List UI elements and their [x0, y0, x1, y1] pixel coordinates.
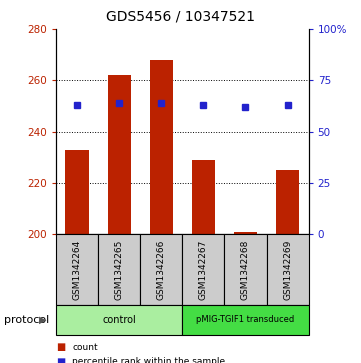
Text: ■: ■ — [56, 342, 65, 352]
Text: count: count — [72, 343, 98, 352]
Text: GSM1342267: GSM1342267 — [199, 239, 208, 300]
Text: GSM1342266: GSM1342266 — [157, 239, 166, 300]
Text: GSM1342268: GSM1342268 — [241, 239, 250, 300]
Text: GSM1342264: GSM1342264 — [73, 240, 82, 299]
Bar — [182, 234, 225, 305]
Bar — [225, 234, 266, 305]
Text: control: control — [102, 315, 136, 325]
Bar — [150, 60, 173, 234]
Text: percentile rank within the sample: percentile rank within the sample — [72, 358, 225, 363]
Text: ▶: ▶ — [39, 315, 46, 325]
Bar — [56, 234, 98, 305]
Bar — [65, 150, 88, 234]
Bar — [140, 234, 182, 305]
Text: pMIG-TGIF1 transduced: pMIG-TGIF1 transduced — [196, 315, 295, 324]
Bar — [266, 234, 309, 305]
Text: GSM1342265: GSM1342265 — [115, 239, 123, 300]
Bar — [276, 170, 299, 234]
Text: GSM1342269: GSM1342269 — [283, 239, 292, 300]
Bar — [98, 234, 140, 305]
Text: protocol: protocol — [4, 315, 49, 325]
Text: GDS5456 / 10347521: GDS5456 / 10347521 — [106, 9, 255, 23]
Bar — [108, 75, 131, 234]
Bar — [234, 232, 257, 234]
Bar — [192, 160, 215, 234]
Bar — [182, 305, 309, 335]
Text: ■: ■ — [56, 357, 65, 363]
Bar — [56, 305, 182, 335]
